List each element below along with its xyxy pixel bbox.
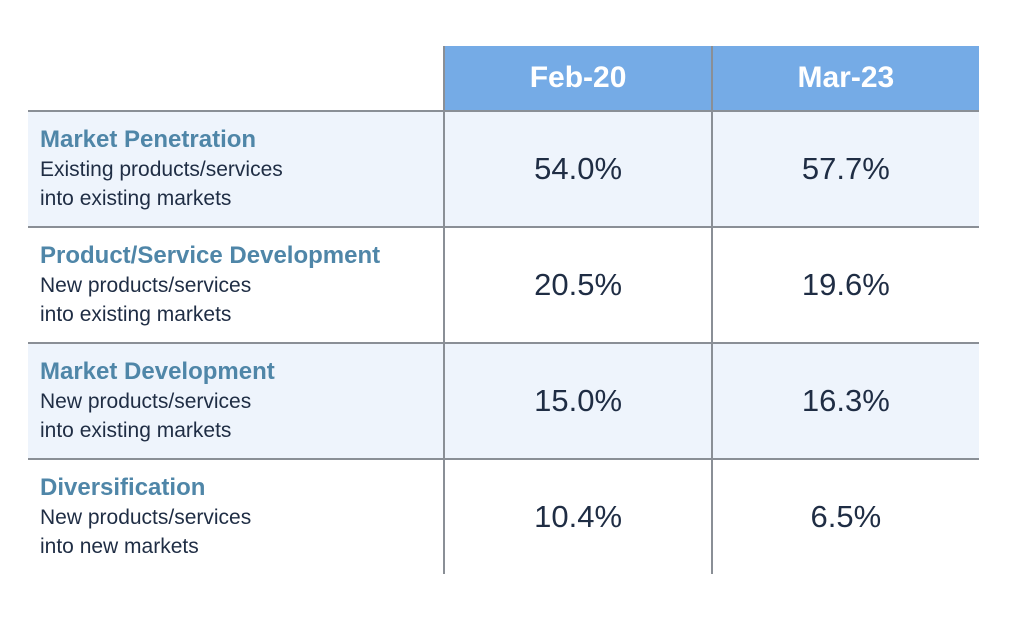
table-row-market-penetration: Market Penetration Existing products/ser… <box>28 110 979 227</box>
strategy-description-line-2: into existing markets <box>40 187 232 210</box>
row-label-cell: Market Penetration Existing products/ser… <box>28 110 445 227</box>
strategy-name: Market Penetration <box>40 126 257 153</box>
value-cell-feb-20: 15.0% <box>443 342 712 459</box>
row-label-cell: Product/Service Development New products… <box>28 226 445 343</box>
table-row-diversification: Diversification New products/services in… <box>28 458 979 574</box>
value-cell-mar-23: 57.7% <box>710 110 979 227</box>
value-cell-mar-23: 16.3% <box>710 342 979 459</box>
strategy-description-line-1: Existing products/services <box>40 158 283 181</box>
value-cell-feb-20: 54.0% <box>443 110 712 227</box>
strategy-table-container: Feb-20 Mar-23 Market Penetration Existin… <box>28 46 979 574</box>
table-row-market-development: Market Development New products/services… <box>28 342 979 459</box>
column-header-mar-23: Mar-23 <box>710 46 979 111</box>
column-header-feb-20: Feb-20 <box>443 46 712 111</box>
strategy-name: Market Development <box>40 358 275 385</box>
strategy-name: Product/Service Development <box>40 242 381 269</box>
row-label-cell: Market Development New products/services… <box>28 342 445 459</box>
strategy-description-line-1: New products/services <box>40 390 252 413</box>
row-label-cell: Diversification New products/services in… <box>28 458 445 574</box>
strategy-description-line-2: into existing markets <box>40 303 232 326</box>
strategy-description-line-1: New products/services <box>40 274 252 297</box>
header-row: Feb-20 Mar-23 <box>28 46 979 111</box>
strategy-description-line-2: into new markets <box>40 535 199 558</box>
strategy-name: Diversification <box>40 474 206 501</box>
value-cell-feb-20: 20.5% <box>443 226 712 343</box>
strategy-share-table: Feb-20 Mar-23 Market Penetration Existin… <box>28 46 979 574</box>
table-row-product-service-development: Product/Service Development New products… <box>28 226 979 343</box>
value-cell-mar-23: 6.5% <box>710 458 979 574</box>
strategy-description-line-2: into existing markets <box>40 419 232 442</box>
value-cell-mar-23: 19.6% <box>710 226 979 343</box>
strategy-description-line-1: New products/services <box>40 506 252 529</box>
value-cell-feb-20: 10.4% <box>443 458 712 574</box>
header-corner-cell <box>28 46 444 111</box>
